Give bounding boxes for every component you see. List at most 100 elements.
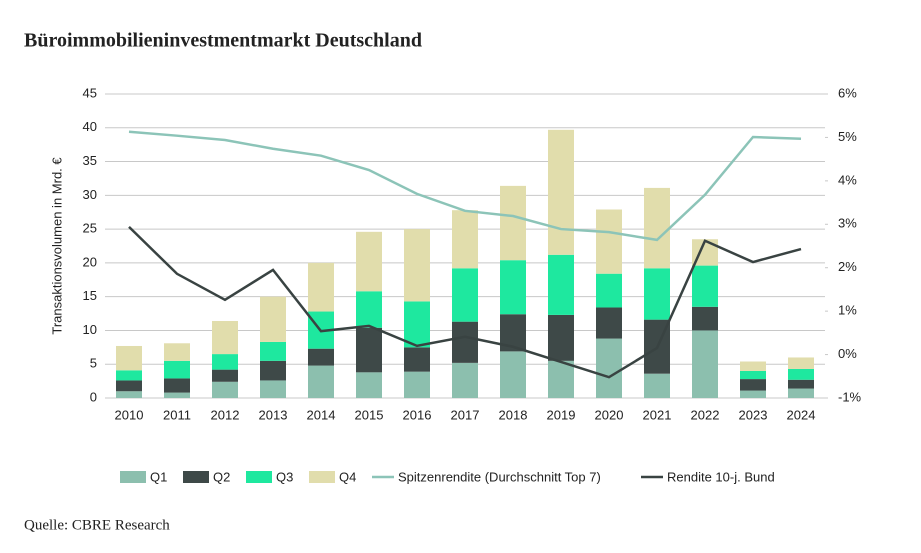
x-tick-label: 2010 [115, 407, 144, 422]
bar-segment [740, 370, 766, 380]
bar-segment [404, 229, 430, 302]
legend-swatch [120, 471, 146, 483]
legend-swatch [309, 471, 335, 483]
bar-segment [308, 348, 334, 366]
y-tick-label: 10 [83, 322, 97, 337]
bar-segment [404, 301, 430, 348]
bar-segment [164, 392, 190, 398]
legend-swatch [246, 471, 272, 483]
bar-segment [116, 380, 142, 392]
bar-segment [452, 321, 478, 363]
y2-tick-label: -1% [838, 389, 862, 404]
line-series [128, 130, 802, 242]
bar-segment [548, 254, 574, 315]
y-tick-label: 5 [90, 356, 97, 371]
legend-label: Spitzenrendite (Durchschnitt Top 7) [398, 469, 601, 484]
bar-segment [164, 378, 190, 393]
x-tick-label: 2020 [595, 407, 624, 422]
y2-tick-label: 2% [838, 259, 857, 274]
bar-segment [452, 362, 478, 398]
bar-segment [164, 360, 190, 379]
x-tick-label: 2021 [643, 407, 672, 422]
bar-segment [788, 379, 814, 389]
bar-segment [260, 360, 286, 381]
bar-segment [596, 209, 622, 274]
legend-label: Q1 [150, 469, 167, 484]
bar-segment [548, 360, 574, 398]
bar-segment [356, 291, 382, 328]
source: Quelle: CBRE Research [24, 517, 170, 533]
bar-segment [788, 388, 814, 398]
y-tick-label: 20 [83, 254, 97, 269]
bar-segment [548, 314, 574, 361]
bar-segment [212, 320, 238, 355]
x-tick-label: 2012 [211, 407, 240, 422]
x-tick-label: 2024 [787, 407, 816, 422]
legend-label: Rendite 10-j. Bund [667, 469, 775, 484]
x-tick-label: 2014 [307, 407, 336, 422]
line-series [128, 225, 802, 379]
bar-segment [212, 369, 238, 382]
y-tick-label: 35 [83, 153, 97, 168]
y-tick-label: 30 [83, 187, 97, 202]
bar-segment [356, 372, 382, 398]
bar-segment [116, 370, 142, 381]
bar-segment [212, 381, 238, 398]
bar-segment [308, 365, 334, 398]
bar-segment [692, 330, 718, 398]
y2-tick-label: 6% [838, 85, 857, 100]
y2-tick-label: 4% [838, 172, 857, 187]
bar-segment [452, 210, 478, 269]
bar-segment [644, 268, 670, 320]
x-tick-label: 2015 [355, 407, 384, 422]
bar-segment [260, 296, 286, 342]
bar-segment [692, 265, 718, 307]
legend-label: Q2 [213, 469, 230, 484]
bar-segment [260, 341, 286, 361]
bar-segment [116, 391, 142, 398]
bar-segment [260, 380, 286, 398]
x-tick-label: 2019 [547, 407, 576, 422]
bar-segment [740, 390, 766, 398]
bar-segment [404, 347, 430, 372]
bar-segment [644, 373, 670, 398]
bar-segment [404, 371, 430, 398]
legend-swatch [183, 471, 209, 483]
bar-segment [500, 185, 526, 261]
y-tick-label: 25 [83, 221, 97, 236]
bar-segment [788, 357, 814, 369]
bar-segment [692, 306, 718, 331]
bar-segment [548, 129, 574, 255]
chart-title: Büroimmobilieninvestmentmarkt Deutschlan… [24, 30, 422, 52]
bar-segment [212, 354, 238, 370]
x-tick-label: 2013 [259, 407, 288, 422]
bar-segment [356, 231, 382, 292]
y-axis-label: Transaktionsvolumen in Mrd. € [49, 157, 64, 335]
x-tick-label: 2011 [163, 407, 191, 422]
bar-segment [596, 338, 622, 398]
y-tick-label: 15 [83, 288, 97, 303]
bar-segment [740, 361, 766, 371]
y2-tick-label: 3% [838, 216, 857, 231]
y-tick-label: 40 [83, 119, 97, 134]
bar-segment [740, 379, 766, 391]
x-tick-label: 2016 [403, 407, 432, 422]
bar-segment [356, 327, 382, 373]
bar-segment [452, 268, 478, 322]
bar-segment [500, 260, 526, 315]
bar-segment [596, 307, 622, 339]
bar-segment [164, 343, 190, 361]
legend-label: Q3 [276, 469, 293, 484]
x-tick-label: 2023 [739, 407, 768, 422]
y2-tick-label: 1% [838, 303, 857, 318]
bar-segment [308, 262, 334, 312]
y-tick-label: 0 [90, 389, 97, 404]
bar-segment [500, 351, 526, 398]
x-tick-label: 2018 [499, 407, 528, 422]
bar-segment [644, 187, 670, 269]
y2-tick-label: 0% [838, 346, 857, 361]
bar-segment [788, 368, 814, 380]
x-tick-label: 2022 [691, 407, 720, 422]
